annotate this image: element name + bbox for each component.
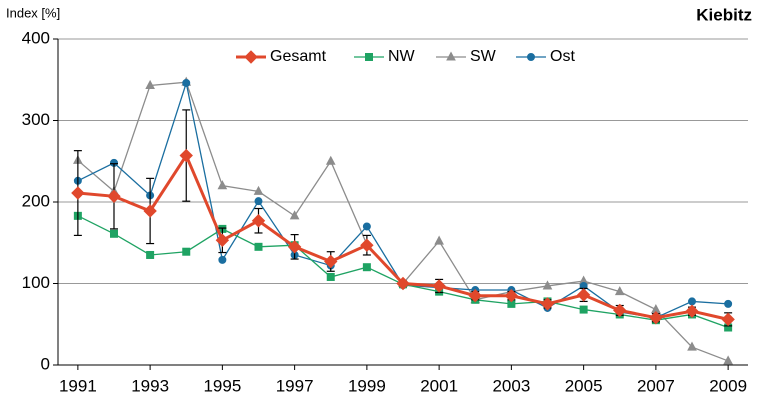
marker — [182, 247, 191, 256]
marker — [326, 272, 335, 281]
marker — [434, 235, 444, 245]
marker — [251, 214, 266, 228]
marker — [287, 240, 302, 254]
y-tick-label: 0 — [41, 354, 50, 373]
marker — [649, 311, 663, 325]
marker — [724, 299, 733, 308]
legend-label: SW — [470, 48, 497, 65]
x-tick-label: 2009 — [709, 376, 747, 395]
x-tick-label: 1991 — [59, 376, 97, 395]
marker — [579, 305, 588, 314]
x-tick-label: 1993 — [131, 376, 169, 395]
marker — [362, 263, 371, 272]
legend-item: NW — [354, 48, 416, 65]
y-tick-label: 100 — [22, 273, 50, 292]
y-tick-label: 200 — [22, 191, 50, 210]
x-tick-label: 1999 — [348, 376, 386, 395]
marker — [146, 250, 155, 259]
marker — [723, 355, 733, 365]
marker — [244, 50, 258, 64]
marker — [325, 155, 336, 165]
marker — [432, 279, 446, 293]
legend-label: Ost — [550, 48, 575, 65]
y-tick-label: 300 — [22, 110, 50, 129]
x-tick-label: 2001 — [420, 376, 458, 395]
y-tick-label: 400 — [22, 28, 50, 47]
x-tick-label: 2005 — [565, 376, 603, 395]
marker — [218, 255, 227, 264]
marker — [289, 210, 300, 220]
marker — [143, 204, 157, 218]
legend-item: SW — [436, 48, 497, 65]
legend-item: Gesamt — [236, 48, 327, 65]
marker — [71, 186, 85, 200]
legend-item: Ost — [516, 48, 575, 65]
marker — [182, 79, 191, 88]
marker — [576, 288, 591, 302]
legend-label: Gesamt — [270, 48, 327, 65]
x-tick-label: 1995 — [203, 376, 241, 395]
y-axis-label: Index [%] — [6, 5, 60, 20]
marker — [721, 312, 735, 327]
marker — [688, 297, 697, 306]
marker — [687, 341, 697, 351]
marker — [253, 185, 264, 195]
marker — [613, 303, 627, 318]
series-line — [77, 152, 729, 321]
x-tick-label: 2003 — [492, 376, 530, 395]
marker — [396, 276, 410, 291]
marker — [468, 289, 482, 303]
marker — [145, 79, 155, 89]
marker — [254, 242, 263, 251]
series-line — [77, 81, 729, 362]
marker — [527, 53, 535, 61]
marker — [540, 297, 555, 311]
marker — [109, 229, 118, 238]
legend-label: NW — [388, 48, 416, 65]
marker — [365, 53, 373, 61]
marker — [324, 254, 338, 269]
marker — [446, 51, 456, 61]
x-tick-label: 2007 — [637, 376, 675, 395]
marker — [179, 148, 193, 163]
chart-title: Kiebitz — [696, 5, 752, 24]
marker — [542, 280, 553, 290]
marker — [362, 222, 371, 231]
marker — [215, 233, 230, 248]
marker — [504, 289, 519, 303]
marker — [254, 197, 263, 206]
marker — [614, 286, 625, 296]
x-tick-label: 1997 — [276, 376, 314, 395]
marker — [685, 304, 699, 318]
marker — [217, 180, 228, 190]
marker — [360, 238, 374, 252]
series-line — [77, 215, 729, 329]
marker — [107, 189, 121, 204]
